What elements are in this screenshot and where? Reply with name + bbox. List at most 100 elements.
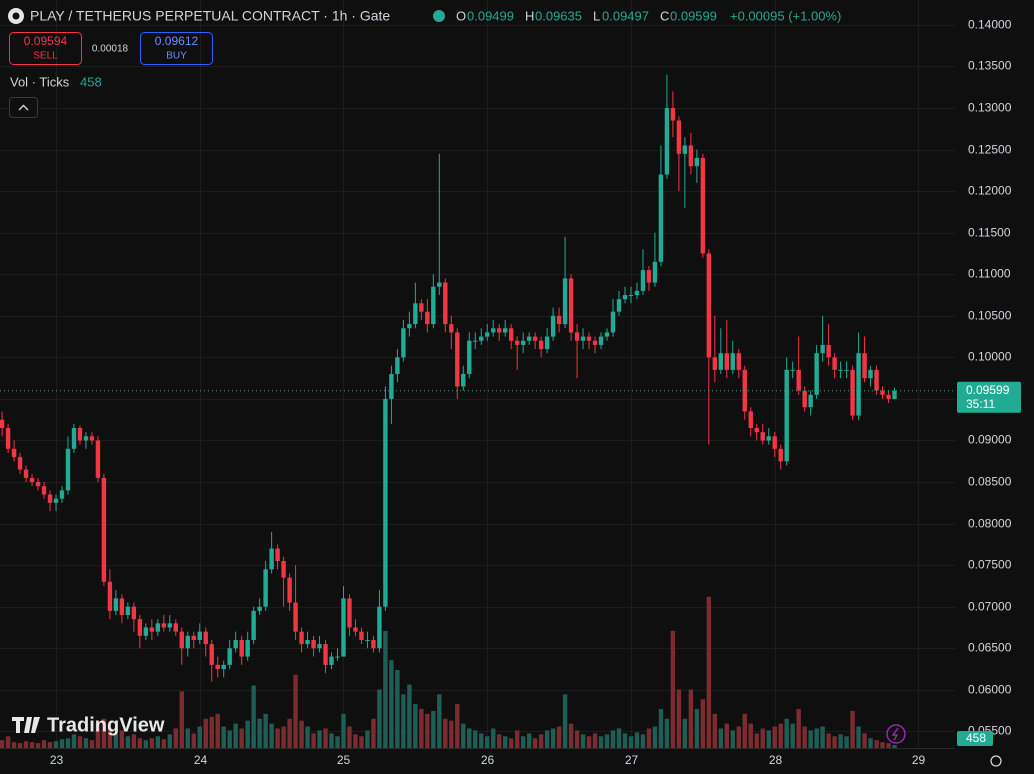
volume-bar — [538, 734, 544, 748]
candle-body — [239, 639, 244, 657]
spread: 0.00018 — [92, 44, 129, 55]
candle-body — [622, 295, 628, 300]
volume-bar — [485, 736, 490, 748]
volume-bar — [23, 741, 29, 748]
candle-body — [892, 390, 897, 400]
candle-body — [233, 639, 238, 649]
candle-body — [419, 303, 424, 312]
volume-bar — [353, 734, 358, 748]
buy-label[interactable]: BUY — [166, 51, 187, 62]
candle-body — [413, 303, 418, 325]
candle-body — [17, 457, 23, 470]
ohlc-value: 0.09599 — [670, 8, 717, 23]
candle-body — [29, 477, 35, 483]
volume-bar — [293, 674, 298, 748]
candle-body — [281, 561, 286, 578]
volume-bar — [586, 736, 592, 748]
sell-label[interactable]: SELL — [33, 51, 58, 62]
collapse-icon[interactable] — [18, 104, 29, 111]
candle-body — [257, 606, 262, 611]
candle-body — [532, 336, 538, 341]
volume-bar — [796, 708, 801, 748]
volume-bar — [479, 733, 484, 748]
candle-body — [838, 369, 843, 371]
candle-body — [449, 324, 454, 333]
candle-body — [365, 639, 370, 641]
volume-bar — [365, 730, 370, 748]
lightning-button[interactable] — [886, 724, 906, 744]
candle-body — [437, 282, 442, 287]
candle-body — [592, 340, 598, 345]
candle-body — [856, 353, 861, 416]
candle-body — [503, 328, 508, 333]
candle-body — [826, 344, 831, 358]
volume-bar — [395, 669, 400, 748]
candle-body — [191, 635, 196, 640]
candle-body — [47, 494, 53, 503]
candle-body — [77, 428, 83, 441]
volume-bar — [718, 728, 724, 748]
sell-button[interactable] — [9, 32, 82, 65]
settings-button[interactable] — [990, 755, 1002, 767]
buy-price[interactable]: 0.09612 — [155, 34, 199, 48]
collapse-button[interactable] — [9, 97, 38, 118]
volume-bar — [389, 660, 394, 748]
candle-body — [844, 369, 849, 371]
candle-body — [131, 606, 137, 620]
countdown: 35:11 — [966, 397, 995, 411]
candle-body — [161, 623, 167, 628]
y-tick-label: 0.07000 — [968, 600, 1012, 614]
candle-body — [407, 324, 412, 329]
volume-bar — [281, 726, 286, 748]
candle-body — [766, 436, 771, 441]
overlay: PLAY / TETHERUS PERPETUAL CONTRACT · 1h … — [0, 8, 1021, 767]
sell-price[interactable]: 0.09594 — [24, 34, 68, 48]
volume-bar — [760, 728, 765, 748]
volume-bar — [287, 718, 292, 748]
indicator-value: 458 — [80, 74, 102, 89]
candle-body — [119, 598, 125, 616]
volume-bar — [802, 726, 807, 748]
last-price-label: 0.09599 — [966, 383, 1010, 397]
x-tick-label: 28 — [769, 753, 783, 767]
volume-bar — [616, 728, 622, 748]
volume-bar — [628, 736, 634, 748]
volume-bar — [850, 710, 855, 748]
candle-body — [868, 369, 873, 379]
volume-bar — [383, 630, 388, 748]
volume-bar — [47, 742, 53, 748]
candle-body — [556, 315, 562, 325]
volume-bar — [347, 726, 352, 748]
candle-body — [604, 332, 610, 337]
lightning-icon[interactable] — [891, 727, 899, 741]
volume-bar — [820, 726, 825, 748]
candle-body — [11, 448, 17, 458]
volume-bar — [610, 730, 616, 748]
volume-bar — [269, 723, 274, 748]
volume-bar — [59, 739, 65, 748]
candle-body — [461, 374, 466, 387]
volume-bar — [694, 708, 700, 748]
volume-bar — [706, 596, 712, 748]
y-tick-label: 0.06500 — [968, 641, 1012, 655]
y-tick-label: 0.10000 — [968, 350, 1012, 364]
candle-body — [748, 411, 753, 429]
candle-body — [664, 108, 670, 175]
y-tick-label: 0.12000 — [968, 184, 1012, 198]
volume-bar — [305, 726, 310, 748]
ohlc-change: +0.00095 (+1.00%) — [730, 8, 841, 23]
candle-body — [568, 278, 574, 333]
volume-bar — [113, 733, 119, 748]
volume-bar — [65, 738, 71, 748]
buy-button[interactable] — [140, 32, 213, 65]
candle-body — [634, 290, 640, 296]
candle-body — [808, 394, 813, 408]
candle-body — [700, 157, 706, 254]
volume-bar — [503, 736, 508, 748]
candle-body — [89, 436, 95, 441]
volume-bar — [0, 740, 5, 748]
volume-bar — [137, 738, 143, 748]
y-tick-label: 0.12500 — [968, 143, 1012, 157]
candle-body — [0, 419, 5, 429]
